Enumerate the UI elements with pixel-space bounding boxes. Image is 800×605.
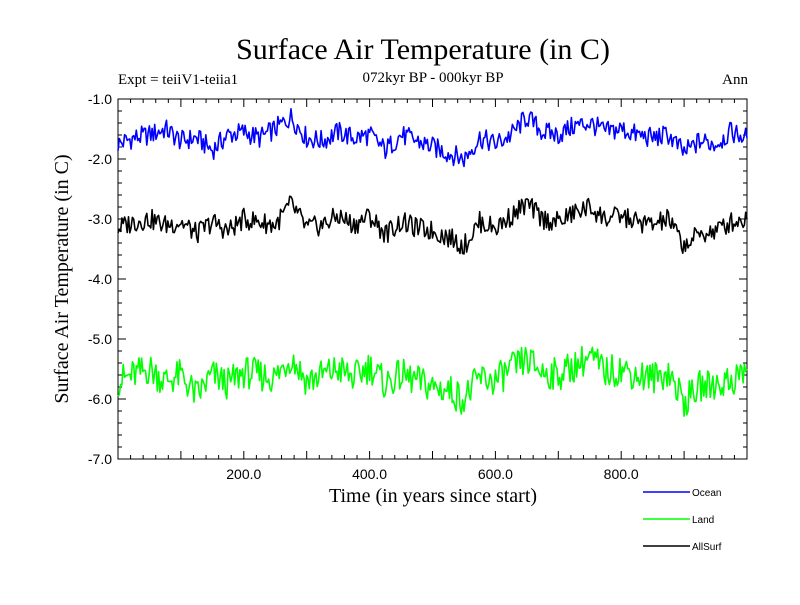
- y-tick-label: -2.0: [88, 151, 112, 167]
- series-lines: [117, 108, 748, 418]
- y-tick-label: -6.0: [88, 391, 112, 407]
- y-tick-label: -5.0: [88, 331, 112, 347]
- season-label: Ann: [722, 72, 748, 88]
- axis-ticks: 200.0 400.0 600.0 800.0 -1.0 -2.0 -3.0 -4.0 -5.0…: [88, 91, 748, 482]
- y-axis-label: Surface Air Temperature (in C): [51, 154, 73, 403]
- legend: Ocean Land AllSurf: [643, 488, 722, 553]
- series-line-land: [117, 345, 748, 418]
- expt-label: Expt = teiiV1-teiia1: [118, 72, 238, 88]
- x-axis-label: Time (in years since start): [329, 485, 537, 507]
- series-line-ocean: [117, 108, 748, 168]
- y-tick-label: -3.0: [88, 211, 112, 227]
- chart-subtitle: 072kyr BP - 000kyr BP: [362, 70, 503, 86]
- x-tick-label: 200.0: [226, 466, 261, 482]
- x-tick-label: 400.0: [352, 466, 387, 482]
- legend-label-ocean: Ocean: [692, 488, 721, 499]
- legend-label-land: Land: [692, 515, 714, 526]
- x-tick-label: 600.0: [478, 466, 513, 482]
- x-tick-label: 800.0: [604, 466, 639, 482]
- y-tick-label: -7.0: [88, 451, 112, 467]
- legend-label-allsurf: AllSurf: [692, 542, 722, 553]
- chart-title: Surface Air Temperature (in C): [236, 33, 610, 66]
- series-line-allsurf: [117, 195, 748, 255]
- y-tick-label: -4.0: [88, 271, 112, 287]
- y-tick-label: -1.0: [88, 91, 112, 107]
